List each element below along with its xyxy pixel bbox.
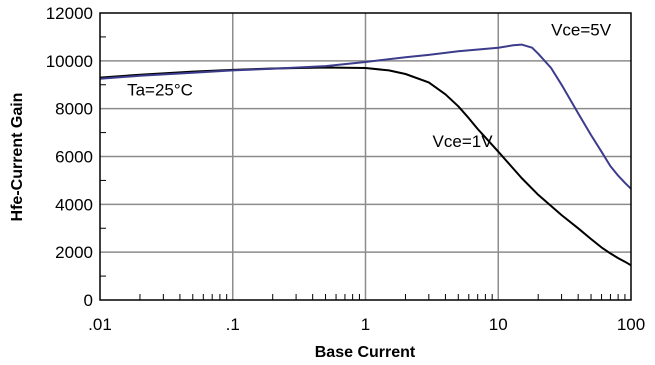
grid-lines bbox=[100, 13, 631, 300]
annotation-vce-5v: Vce=5V bbox=[551, 21, 612, 40]
x-tick-label: 100 bbox=[617, 315, 645, 334]
x-tick-label: 10 bbox=[489, 315, 508, 334]
y-tick-label: 4000 bbox=[55, 195, 93, 214]
x-tick-label: .1 bbox=[226, 315, 240, 334]
x-tick-label: 1 bbox=[361, 315, 370, 334]
y-axis-title: Hfe-Current Gain bbox=[9, 93, 26, 222]
y-tick-label: 0 bbox=[84, 291, 93, 310]
y-tick-label: 8000 bbox=[55, 100, 93, 119]
y-tick-label: 12000 bbox=[46, 4, 93, 23]
plot-area-frame bbox=[99, 12, 632, 301]
series-layer bbox=[99, 43, 632, 267]
annotation-vce-1v: Vce=1V bbox=[433, 132, 494, 151]
y-tick-label: 2000 bbox=[55, 243, 93, 262]
x-tick-label: .01 bbox=[88, 315, 112, 334]
series-line-vce-5v bbox=[99, 43, 632, 190]
y-tick-labels: 0 2000 4000 6000 8000 10000 12000 bbox=[46, 4, 93, 310]
x-axis-title: Base Current bbox=[315, 344, 416, 361]
annotation-ta-25-c: Ta=25°C bbox=[127, 81, 193, 100]
y-tick-label: 6000 bbox=[55, 148, 93, 167]
annotations: Ta=25°C Vce=5V Vce=1V bbox=[127, 21, 612, 151]
y-tick-label: 10000 bbox=[46, 52, 93, 71]
x-tick-labels: .01 .1 1 10 100 bbox=[88, 315, 645, 334]
tick-marks bbox=[100, 36, 626, 300]
